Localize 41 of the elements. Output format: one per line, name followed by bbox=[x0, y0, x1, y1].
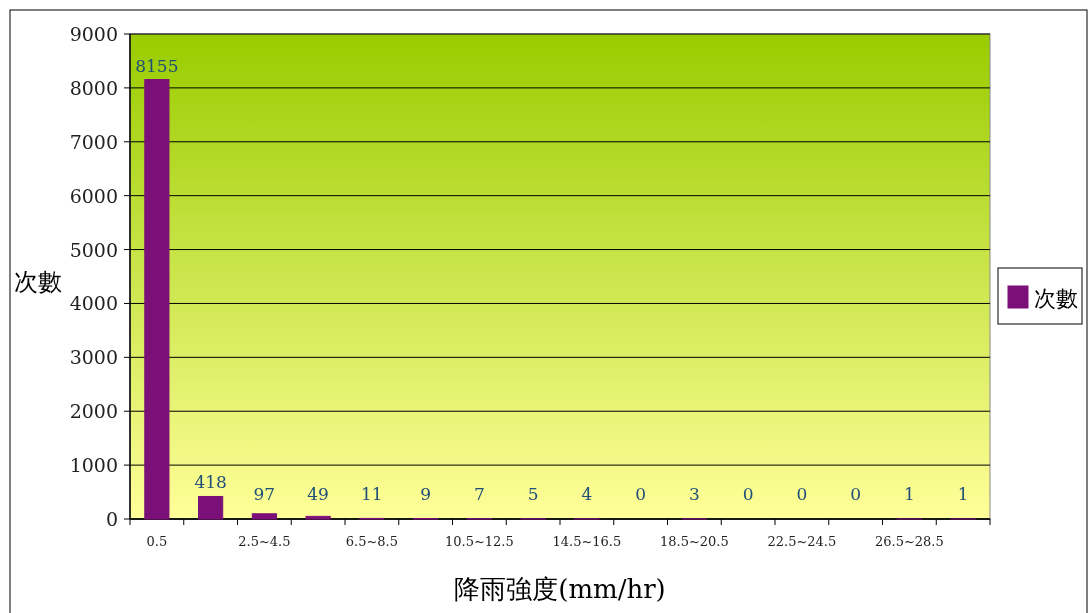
data-label: 0 bbox=[796, 483, 808, 504]
x-tick-label: 22.5~24.5 bbox=[767, 534, 837, 549]
data-label: 11 bbox=[361, 483, 383, 504]
data-label: 1 bbox=[957, 483, 969, 504]
data-label: 5 bbox=[527, 483, 539, 504]
y-tick-label: 8000 bbox=[69, 76, 118, 99]
y-tick-label: 4000 bbox=[69, 292, 118, 315]
y-tick-label: 1000 bbox=[69, 454, 118, 477]
x-tick-label: 14.5~16.5 bbox=[552, 534, 622, 549]
y-tick-label: 5000 bbox=[69, 238, 118, 261]
x-tick-label: 6.5~8.5 bbox=[345, 534, 398, 549]
data-label: 418 bbox=[194, 472, 227, 493]
data-label: 3 bbox=[688, 483, 700, 504]
bar bbox=[144, 79, 170, 520]
data-label: 0 bbox=[635, 483, 647, 504]
x-axis-title: 降雨強度(mm/hr) bbox=[454, 574, 666, 604]
y-tick-label: 7000 bbox=[69, 130, 118, 153]
data-label: 0 bbox=[850, 483, 862, 504]
data-label: 4 bbox=[581, 483, 593, 504]
legend-label: 次數 bbox=[1034, 286, 1078, 311]
y-tick-label: 6000 bbox=[69, 184, 118, 207]
data-label: 1 bbox=[903, 483, 915, 504]
y-axis-title: 次數 bbox=[14, 268, 62, 296]
y-tick-label: 9000 bbox=[69, 23, 118, 45]
data-label: 9 bbox=[420, 483, 432, 504]
data-label: 8155 bbox=[135, 55, 179, 76]
data-label: 49 bbox=[307, 483, 329, 504]
bar bbox=[198, 495, 224, 520]
data-label: 97 bbox=[253, 483, 276, 504]
x-tick-label: 2.5~4.5 bbox=[238, 534, 291, 549]
bar bbox=[251, 513, 277, 520]
bar bbox=[305, 515, 331, 520]
x-tick-label: 18.5~20.5 bbox=[659, 534, 729, 549]
y-tick-label: 2000 bbox=[69, 400, 118, 423]
y-tick-label: 0 bbox=[105, 508, 118, 530]
x-tick-label: 10.5~12.5 bbox=[444, 534, 514, 549]
data-label: 7 bbox=[473, 483, 485, 504]
x-tick-label: 0.5 bbox=[146, 534, 168, 549]
data-label: 0 bbox=[742, 483, 754, 504]
y-tick-label: 3000 bbox=[69, 346, 118, 369]
x-tick-label: 26.5~28.5 bbox=[874, 534, 944, 549]
